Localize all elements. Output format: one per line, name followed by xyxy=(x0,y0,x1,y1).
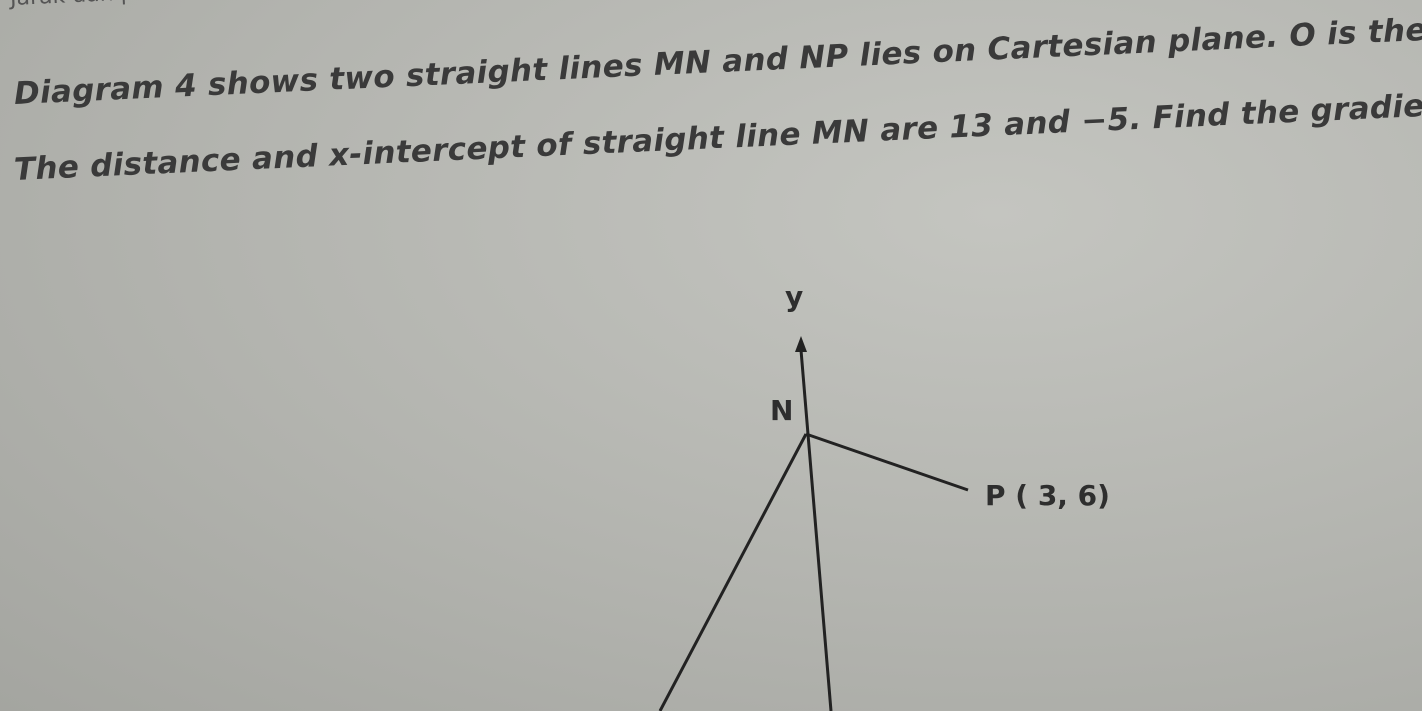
point-label: P ( 3, 6) xyxy=(985,479,1110,512)
line-mn xyxy=(658,433,808,711)
axis-label: y xyxy=(785,280,803,313)
axis-arrow xyxy=(795,336,807,352)
line-np xyxy=(805,432,969,492)
y-axis xyxy=(799,349,833,711)
point-label: N xyxy=(770,394,793,427)
